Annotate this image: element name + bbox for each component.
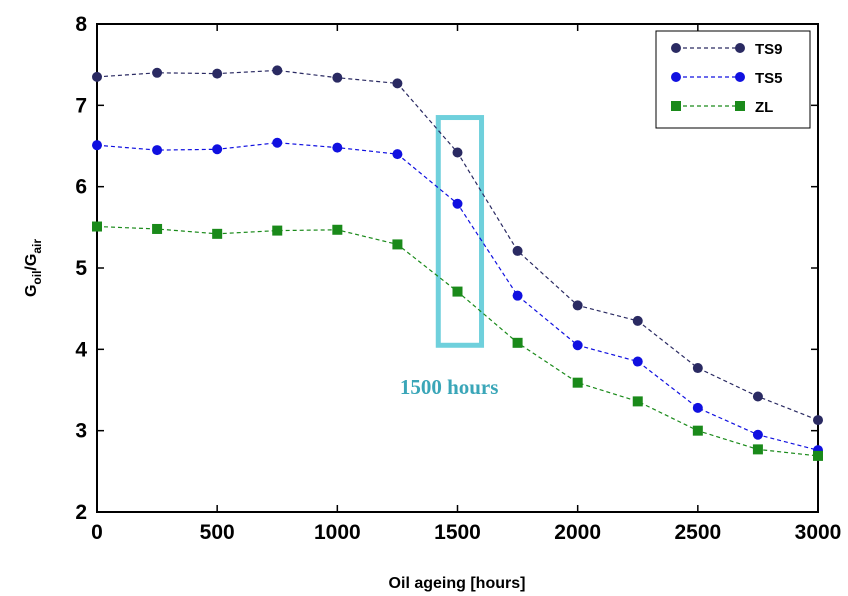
series-layer xyxy=(92,65,823,461)
y-tick-label: 3 xyxy=(75,420,87,443)
x-tick-label: 500 xyxy=(200,521,235,544)
data-point-ts5 xyxy=(212,144,223,155)
annotation-box xyxy=(435,115,485,348)
data-point-zl xyxy=(92,221,102,232)
data-point-ts9 xyxy=(212,68,223,79)
data-point-zl xyxy=(572,377,583,388)
x-tick-label: 0 xyxy=(91,521,103,544)
data-point-ts5 xyxy=(512,290,523,301)
data-point-zl xyxy=(452,286,463,297)
data-point-ts9 xyxy=(452,147,463,158)
y-axis-title: Goil/Gair xyxy=(23,239,44,297)
legend-label: ZL xyxy=(755,99,773,116)
legend-items: TS9 TS5 ZL xyxy=(671,41,783,116)
x-axis: 0 500 1000 1500 2000 2500 3000 xyxy=(91,24,841,544)
series-zl xyxy=(92,221,823,461)
legend-marker-right xyxy=(735,72,745,82)
y-axis-title-sub1: oil xyxy=(30,271,44,285)
data-point-zl xyxy=(212,228,223,239)
data-point-ts9 xyxy=(632,315,643,326)
data-point-ts9 xyxy=(572,300,583,311)
data-point-ts5 xyxy=(272,137,283,148)
data-point-ts5 xyxy=(452,198,463,209)
data-point-zl xyxy=(692,425,703,436)
legend-box xyxy=(655,30,811,129)
legend-item-zl: ZL xyxy=(671,99,773,116)
data-point-ts9 xyxy=(332,72,343,83)
annotation-layer: 1500 hours xyxy=(400,115,499,399)
data-point-ts5 xyxy=(92,140,102,151)
data-point-zl xyxy=(512,337,523,348)
data-point-ts9 xyxy=(392,78,403,89)
x-tick-label: 1000 xyxy=(314,521,361,544)
data-point-ts5 xyxy=(692,402,703,413)
y-axis: 2 3 4 5 6 7 8 xyxy=(75,13,818,524)
legend-label: TS5 xyxy=(755,70,783,87)
data-point-ts9 xyxy=(752,391,763,402)
legend: TS9 TS5 ZL xyxy=(655,30,811,129)
legend-item-ts5: TS5 xyxy=(671,70,783,87)
y-tick-label: 4 xyxy=(75,338,87,361)
data-point-zl xyxy=(813,450,823,461)
data-point-zl xyxy=(152,223,163,234)
data-point-zl xyxy=(752,444,763,455)
data-point-ts5 xyxy=(392,149,403,160)
x-tick-label: 1500 xyxy=(434,521,481,544)
y-axis-title-sep: /G xyxy=(23,254,40,271)
data-point-ts5 xyxy=(332,142,343,153)
series-line-zl xyxy=(96,225,819,457)
x-tick-label: 2500 xyxy=(674,521,721,544)
data-point-ts5 xyxy=(752,429,763,440)
y-tick-label: 7 xyxy=(75,94,87,117)
x-tick-label: 2000 xyxy=(554,521,601,544)
data-point-zl xyxy=(392,239,403,250)
x-tick-label: 3000 xyxy=(795,521,842,544)
legend-marker-left xyxy=(671,72,681,82)
y-axis-title-main: G xyxy=(23,285,40,297)
legend-item-ts9: TS9 xyxy=(671,41,783,58)
data-point-zl xyxy=(632,396,643,407)
annotation-label: 1500 hours xyxy=(400,375,499,399)
data-point-ts9 xyxy=(152,67,163,78)
x-axis-title: Oil ageing [hours] xyxy=(389,575,526,592)
legend-marker-left xyxy=(671,43,681,53)
data-point-ts9 xyxy=(692,363,703,374)
data-point-ts9 xyxy=(272,65,283,76)
data-point-ts9 xyxy=(92,71,102,82)
data-point-zl xyxy=(332,224,343,235)
data-point-ts5 xyxy=(632,356,643,367)
y-tick-label: 2 xyxy=(75,501,87,524)
data-point-ts9 xyxy=(813,415,823,426)
legend-marker-right xyxy=(735,43,745,53)
y-tick-label: 6 xyxy=(75,176,87,199)
legend-label: TS9 xyxy=(755,41,783,58)
y-axis-title-sub2: air xyxy=(30,239,44,254)
data-point-ts9 xyxy=(512,245,523,256)
series-ts9 xyxy=(92,65,823,426)
data-point-ts5 xyxy=(572,340,583,351)
y-tick-label: 8 xyxy=(75,13,87,36)
legend-marker-right xyxy=(735,101,745,111)
data-point-zl xyxy=(272,225,283,236)
legend-marker-left xyxy=(671,101,681,111)
data-point-ts5 xyxy=(152,145,163,156)
y-tick-label: 5 xyxy=(75,257,87,280)
